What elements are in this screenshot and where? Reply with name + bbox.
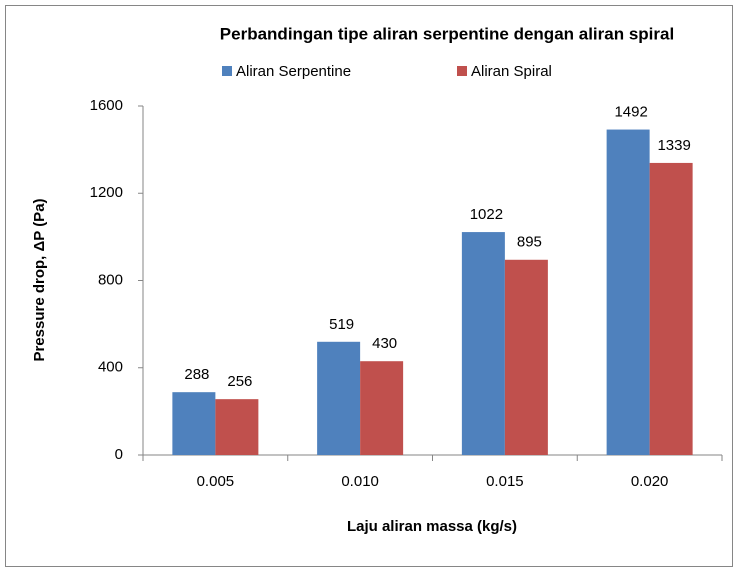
bar [461, 232, 505, 455]
y-tick-label: 400 [98, 359, 123, 376]
bar [172, 392, 216, 455]
data-label: 1022 [470, 206, 503, 223]
bar [215, 399, 259, 455]
data-label: 1492 [614, 104, 647, 121]
bar [317, 341, 361, 455]
x-tick-label: 0.015 [486, 473, 524, 490]
legend-swatch [222, 66, 232, 76]
y-tick-label: 1200 [90, 184, 123, 201]
chart-title: Perbandingan tipe aliran serpentine deng… [220, 24, 674, 43]
x-axis-label: Laju aliran massa (kg/s) [347, 518, 517, 535]
y-axis-label: Pressure drop, ΔP (Pa) [31, 198, 48, 361]
data-label: 519 [329, 316, 354, 333]
y-tick-label: 1600 [90, 97, 123, 114]
x-tick-label: 0.005 [197, 473, 235, 490]
data-label: 895 [517, 234, 542, 251]
bar [504, 259, 548, 455]
bar [360, 361, 404, 455]
legend-label: Aliran Spiral [471, 63, 552, 80]
y-tick-label: 0 [115, 446, 123, 463]
data-label: 288 [184, 366, 209, 383]
data-label: 430 [372, 335, 397, 352]
y-tick-label: 800 [98, 271, 123, 288]
bar [649, 162, 693, 456]
data-label: 1339 [657, 137, 690, 154]
x-tick-label: 0.010 [341, 473, 379, 490]
legend-label: Aliran Serpentine [236, 63, 351, 80]
x-tick-label: 0.020 [631, 473, 669, 490]
legend-swatch [457, 66, 467, 76]
data-label: 256 [227, 373, 252, 390]
bar [606, 129, 650, 455]
